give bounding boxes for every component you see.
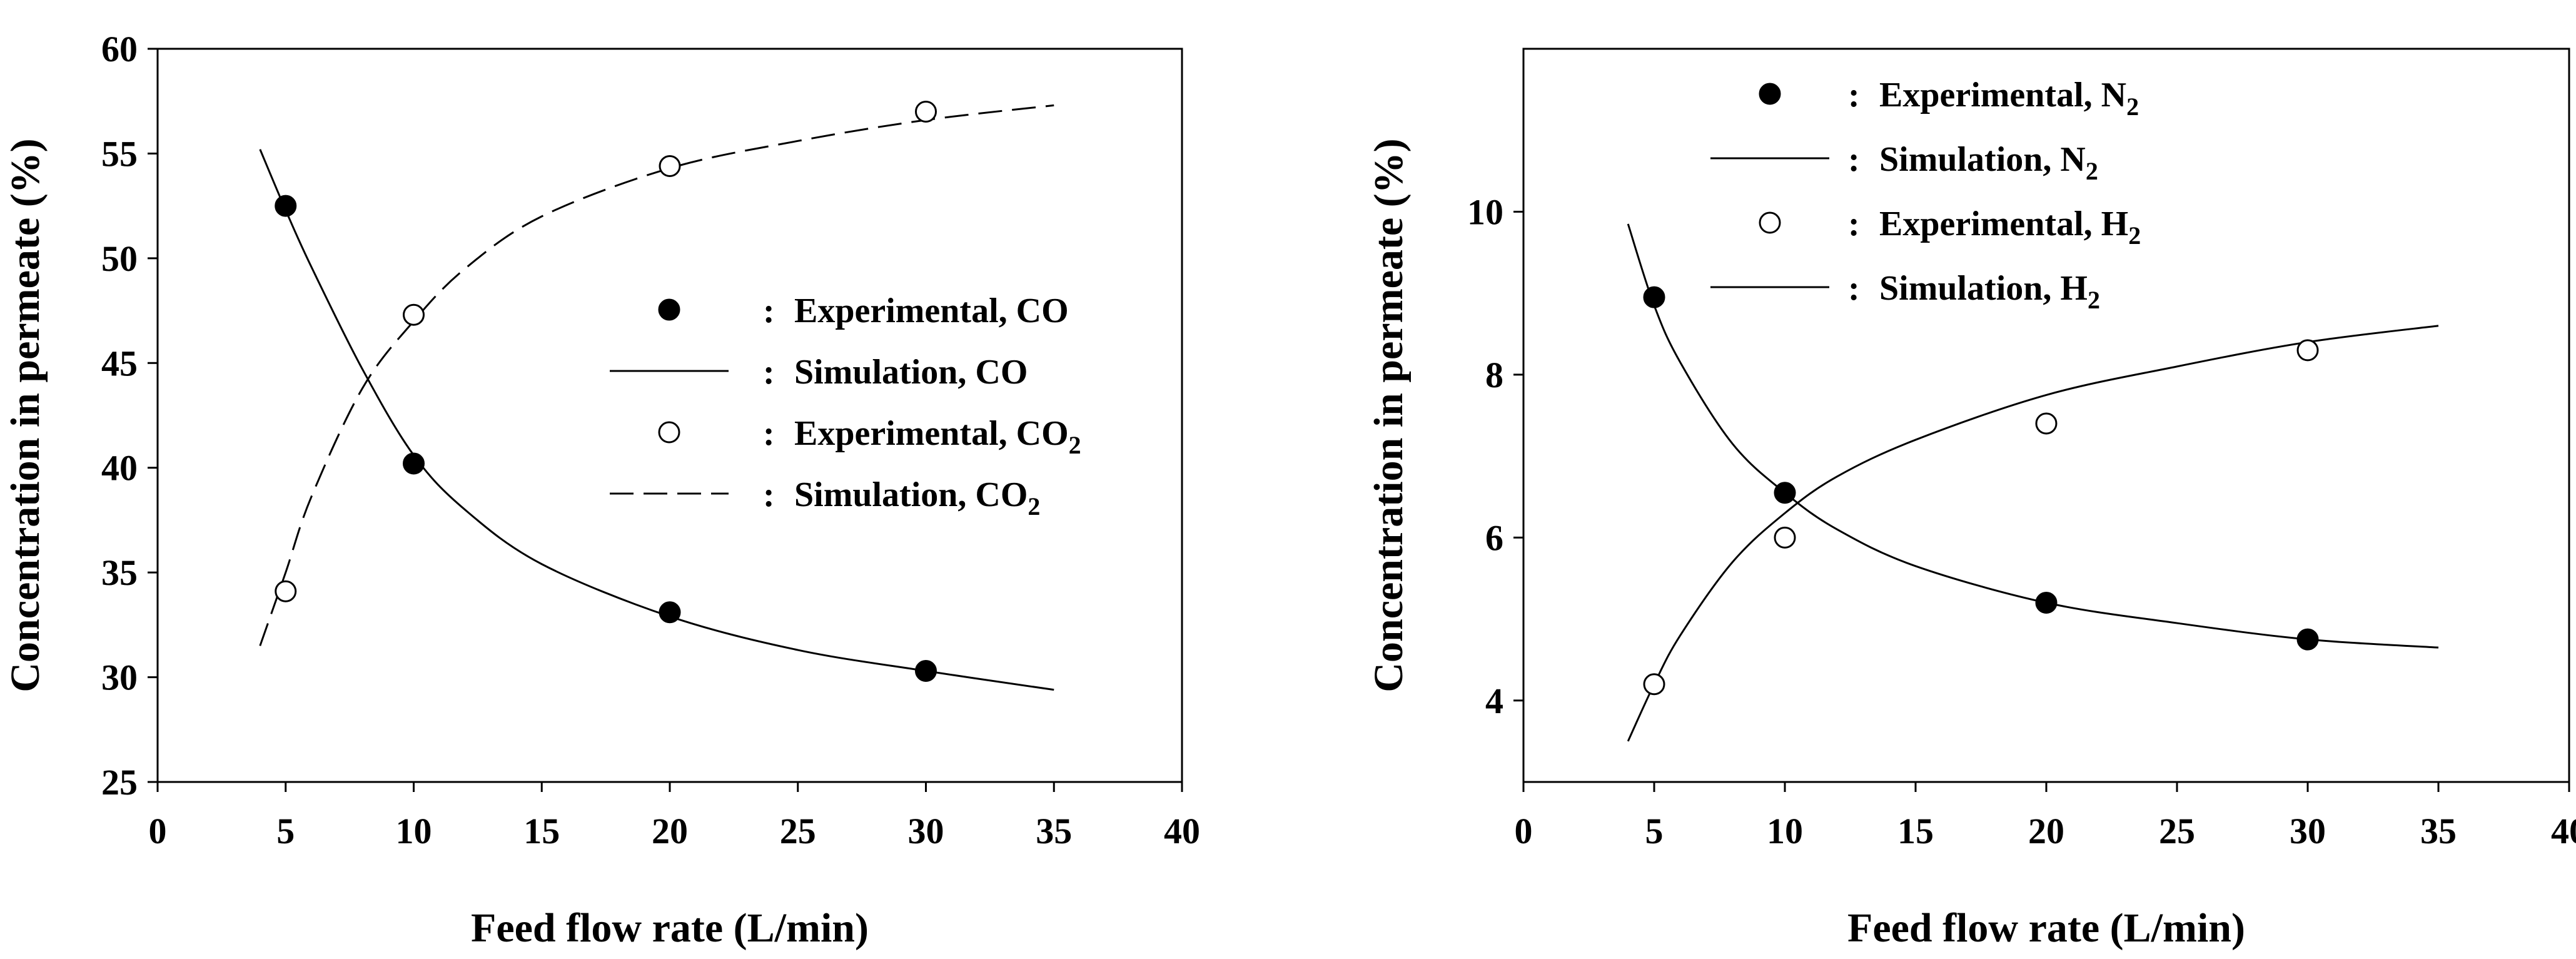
x-tick-label: 25 bbox=[2159, 811, 2195, 851]
data-point bbox=[915, 660, 937, 682]
data-point bbox=[2035, 592, 2058, 614]
data-point bbox=[659, 601, 681, 624]
y-tick-label: 60 bbox=[101, 29, 138, 69]
data-point bbox=[2296, 628, 2319, 651]
legend-colon: : bbox=[763, 414, 775, 453]
legend-colon: : bbox=[1848, 205, 1860, 243]
x-tick-label: 5 bbox=[276, 811, 295, 851]
x-tick-label: 15 bbox=[1897, 811, 1934, 851]
legend-label: Experimental, CO2 bbox=[794, 414, 1081, 459]
data-point bbox=[403, 303, 425, 326]
y-axis-label: Concentration in permeate (%) bbox=[3, 138, 48, 692]
series-line bbox=[259, 149, 1054, 691]
data-point bbox=[1774, 482, 1796, 504]
x-tick-label: 30 bbox=[2290, 811, 2326, 851]
x-tick-label: 35 bbox=[2420, 811, 2457, 851]
y-axis-label: Concentration in permeate (%) bbox=[1366, 138, 1412, 692]
legend-colon: : bbox=[763, 475, 775, 514]
x-axis-label: Feed flow rate (L/min) bbox=[471, 905, 869, 951]
x-tick-label: 20 bbox=[652, 811, 688, 851]
x-axis-label: Feed flow rate (L/min) bbox=[1847, 905, 2245, 951]
x-tick-label: 20 bbox=[2028, 811, 2064, 851]
x-tick-label: 40 bbox=[1164, 811, 1200, 851]
x-tick-label: 5 bbox=[1645, 811, 1664, 851]
legend-subscript: 2 bbox=[2126, 93, 2139, 121]
y-tick-label: 10 bbox=[1467, 191, 1503, 232]
data-point bbox=[915, 100, 937, 123]
legend-colon: : bbox=[763, 353, 775, 392]
legend-marker bbox=[1759, 211, 1781, 234]
y-tick-label: 30 bbox=[101, 657, 138, 698]
legend-colon: : bbox=[1848, 140, 1860, 179]
y-tick-label: 8 bbox=[1485, 355, 1503, 395]
legend-label: Simulation, CO bbox=[794, 353, 1028, 392]
y-tick-label: 6 bbox=[1485, 517, 1503, 558]
series-line bbox=[1627, 223, 2439, 649]
y-tick-label: 4 bbox=[1485, 681, 1503, 721]
legend-marker bbox=[658, 298, 680, 321]
series-line bbox=[1627, 325, 2439, 742]
legend-colon: : bbox=[763, 292, 775, 330]
x-tick-label: 35 bbox=[1036, 811, 1072, 851]
data-point bbox=[2296, 339, 2319, 362]
x-tick-label: 0 bbox=[1515, 811, 1533, 851]
legend-label: Simulation, CO2 bbox=[794, 475, 1040, 520]
y-tick-label: 45 bbox=[101, 343, 138, 383]
data-point bbox=[1643, 673, 1665, 696]
legend-label: Experimental, H2 bbox=[1879, 205, 2141, 250]
data-point bbox=[403, 452, 425, 475]
legend-marker bbox=[658, 421, 680, 444]
data-point bbox=[1643, 286, 1665, 308]
legend-label: Experimental, N2 bbox=[1879, 76, 2139, 121]
x-tick-label: 15 bbox=[523, 811, 560, 851]
y-tick-label: 40 bbox=[101, 448, 138, 489]
legend-label: Experimental, CO bbox=[794, 292, 1069, 330]
x-tick-label: 10 bbox=[396, 811, 432, 851]
legend-subscript: 2 bbox=[2128, 221, 2141, 250]
series-line bbox=[259, 104, 1054, 646]
data-point bbox=[275, 580, 297, 602]
x-tick-label: 0 bbox=[149, 811, 167, 851]
data-point bbox=[2035, 412, 2058, 435]
legend-marker bbox=[1759, 83, 1781, 105]
data-point bbox=[659, 155, 681, 178]
x-tick-label: 10 bbox=[1767, 811, 1803, 851]
chart-n2-h2: 0 5 10 15 20 25 30 35 40 4 6 8 10 Feed flow rate (L/m… bbox=[1366, 48, 2576, 951]
y-tick-label: 50 bbox=[101, 238, 138, 279]
legend-label: Simulation, N2 bbox=[1879, 140, 2098, 185]
legend-label: Simulation, H2 bbox=[1879, 269, 2100, 314]
chart-co-co2: 0 5 10 15 20 25 30 35 40 25 30 35 40 45 50 55 60 Feed flo… bbox=[3, 29, 1200, 951]
legend-subscript: 2 bbox=[2086, 157, 2098, 185]
x-tick-label: 25 bbox=[780, 811, 816, 851]
legend-subscript: 2 bbox=[1028, 492, 1040, 520]
legend-colon: : bbox=[1848, 269, 1860, 308]
y-tick-label: 25 bbox=[101, 762, 138, 803]
y-tick-label: 55 bbox=[101, 133, 138, 174]
legend-subscript: 2 bbox=[2088, 286, 2100, 314]
data-point bbox=[275, 195, 297, 217]
x-tick-label: 30 bbox=[908, 811, 944, 851]
data-point bbox=[1774, 526, 1796, 549]
x-tick-label: 40 bbox=[2551, 811, 2576, 851]
legend-colon: : bbox=[1848, 76, 1860, 114]
legend-subscript: 2 bbox=[1069, 431, 1081, 459]
y-tick-label: 35 bbox=[101, 552, 138, 593]
